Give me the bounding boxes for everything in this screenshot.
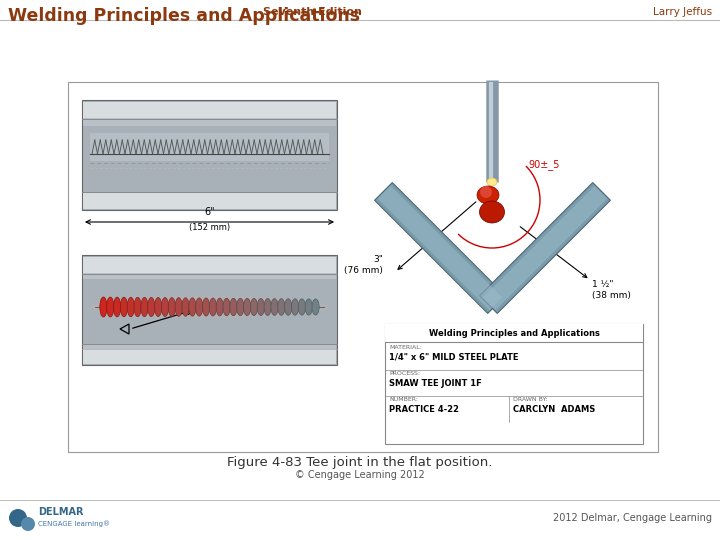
Text: Welding Principles and Applications: Welding Principles and Applications (8, 7, 360, 25)
Text: 2012 Delmar, Cengage Learning: 2012 Delmar, Cengage Learning (553, 513, 712, 523)
Text: CARCLYN  ADAMS: CARCLYN ADAMS (513, 405, 595, 414)
Text: PRACTICE 4-22: PRACTICE 4-22 (389, 405, 459, 414)
Ellipse shape (271, 299, 278, 315)
Text: MATERIAL:: MATERIAL: (389, 345, 422, 350)
Circle shape (480, 186, 492, 198)
Ellipse shape (175, 298, 182, 316)
Ellipse shape (230, 298, 237, 316)
Text: 6": 6" (204, 207, 215, 217)
Polygon shape (374, 183, 505, 313)
Ellipse shape (161, 298, 168, 316)
Text: SMAW TEE JOINT 1F: SMAW TEE JOINT 1F (389, 379, 482, 388)
Text: © Cengage Learning 2012: © Cengage Learning 2012 (295, 470, 425, 480)
Ellipse shape (148, 298, 155, 316)
Text: PROCESS:: PROCESS: (389, 371, 420, 376)
Ellipse shape (100, 297, 107, 317)
Ellipse shape (114, 297, 121, 317)
Ellipse shape (90, 296, 329, 318)
Ellipse shape (134, 298, 141, 316)
Text: Larry Jeffus: Larry Jeffus (653, 7, 712, 17)
Ellipse shape (210, 298, 217, 316)
Text: Figure 4-83 Tee joint in the flat position.: Figure 4-83 Tee joint in the flat positi… (228, 456, 492, 469)
Bar (83, 118, 336, 126)
Ellipse shape (120, 297, 127, 317)
Ellipse shape (189, 298, 196, 316)
Text: DELMAR: DELMAR (38, 507, 84, 517)
Ellipse shape (168, 298, 176, 316)
Ellipse shape (477, 186, 499, 204)
Text: NUMBER:: NUMBER: (389, 397, 418, 402)
Text: 3"
(76 mm): 3" (76 mm) (344, 255, 383, 275)
Circle shape (21, 517, 35, 531)
Ellipse shape (278, 299, 285, 315)
Text: DRAWN BY:: DRAWN BY: (513, 397, 547, 402)
Bar (83, 257, 336, 273)
Ellipse shape (237, 298, 244, 316)
Text: 1 ½"
(38 mm): 1 ½" (38 mm) (592, 280, 631, 300)
Circle shape (9, 509, 27, 527)
Ellipse shape (298, 299, 305, 315)
Bar (90, 133, 329, 161)
Bar (385, 324, 643, 342)
Bar (82, 255, 337, 365)
Bar (68, 82, 658, 452)
Ellipse shape (216, 298, 223, 316)
Polygon shape (480, 183, 611, 313)
Polygon shape (378, 186, 503, 310)
Bar (83, 273, 336, 279)
Ellipse shape (141, 298, 148, 316)
Bar (82, 100, 337, 210)
Bar (83, 348, 336, 364)
Bar (83, 102, 336, 118)
Ellipse shape (487, 178, 497, 186)
Ellipse shape (243, 299, 251, 316)
Text: (152 mm): (152 mm) (189, 223, 230, 232)
Bar (83, 344, 336, 349)
Ellipse shape (305, 299, 312, 315)
Polygon shape (483, 186, 607, 310)
Ellipse shape (292, 299, 299, 315)
Ellipse shape (312, 299, 319, 315)
Text: Seventh Edition: Seventh Edition (263, 7, 362, 17)
Text: CENGAGE learning®: CENGAGE learning® (38, 521, 110, 528)
Text: Welding Principles and Applications: Welding Principles and Applications (428, 328, 600, 338)
Ellipse shape (202, 298, 210, 316)
Bar (385, 324, 643, 444)
Ellipse shape (107, 297, 114, 317)
Ellipse shape (284, 299, 292, 315)
Ellipse shape (257, 299, 264, 315)
Text: 90±_5: 90±_5 (528, 159, 559, 171)
Bar (83, 193, 336, 209)
Ellipse shape (127, 297, 135, 317)
Ellipse shape (182, 298, 189, 316)
Ellipse shape (196, 298, 203, 316)
Ellipse shape (155, 298, 162, 316)
Ellipse shape (251, 299, 258, 315)
Ellipse shape (223, 298, 230, 316)
Ellipse shape (264, 299, 271, 315)
Ellipse shape (480, 201, 505, 223)
Text: 1/4" x 6" MILD STEEL PLATE: 1/4" x 6" MILD STEEL PLATE (389, 353, 518, 362)
